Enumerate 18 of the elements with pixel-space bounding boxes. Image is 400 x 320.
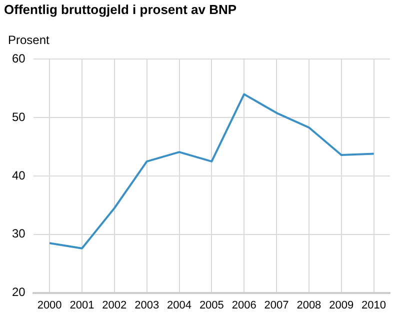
x-tick-label: 2002 — [102, 299, 127, 312]
x-tick-label: 2001 — [70, 299, 94, 312]
x-tick-label: 2003 — [134, 299, 160, 312]
chart-title: Offentlig bruttogjeld i prosent av BNP — [4, 2, 237, 17]
x-tick-label: 2005 — [199, 299, 224, 312]
y-tick-label: 50 — [12, 110, 26, 124]
x-tick-label: 2007 — [264, 299, 289, 312]
x-tick-label: 2009 — [329, 299, 354, 312]
x-tick-label: 2004 — [167, 299, 192, 312]
y-tick-label: 30 — [12, 226, 26, 241]
x-tick-label: 2008 — [296, 299, 322, 312]
y-tick-label: 60 — [12, 52, 26, 66]
x-tick-label: 2006 — [232, 299, 256, 312]
y-tick-label: 20 — [12, 285, 26, 300]
x-tick-label: 2010 — [362, 299, 386, 312]
y-axis-title: Prosent — [8, 33, 50, 47]
x-tick-label: 2000 — [37, 299, 62, 312]
y-tick-label: 40 — [12, 168, 26, 182]
